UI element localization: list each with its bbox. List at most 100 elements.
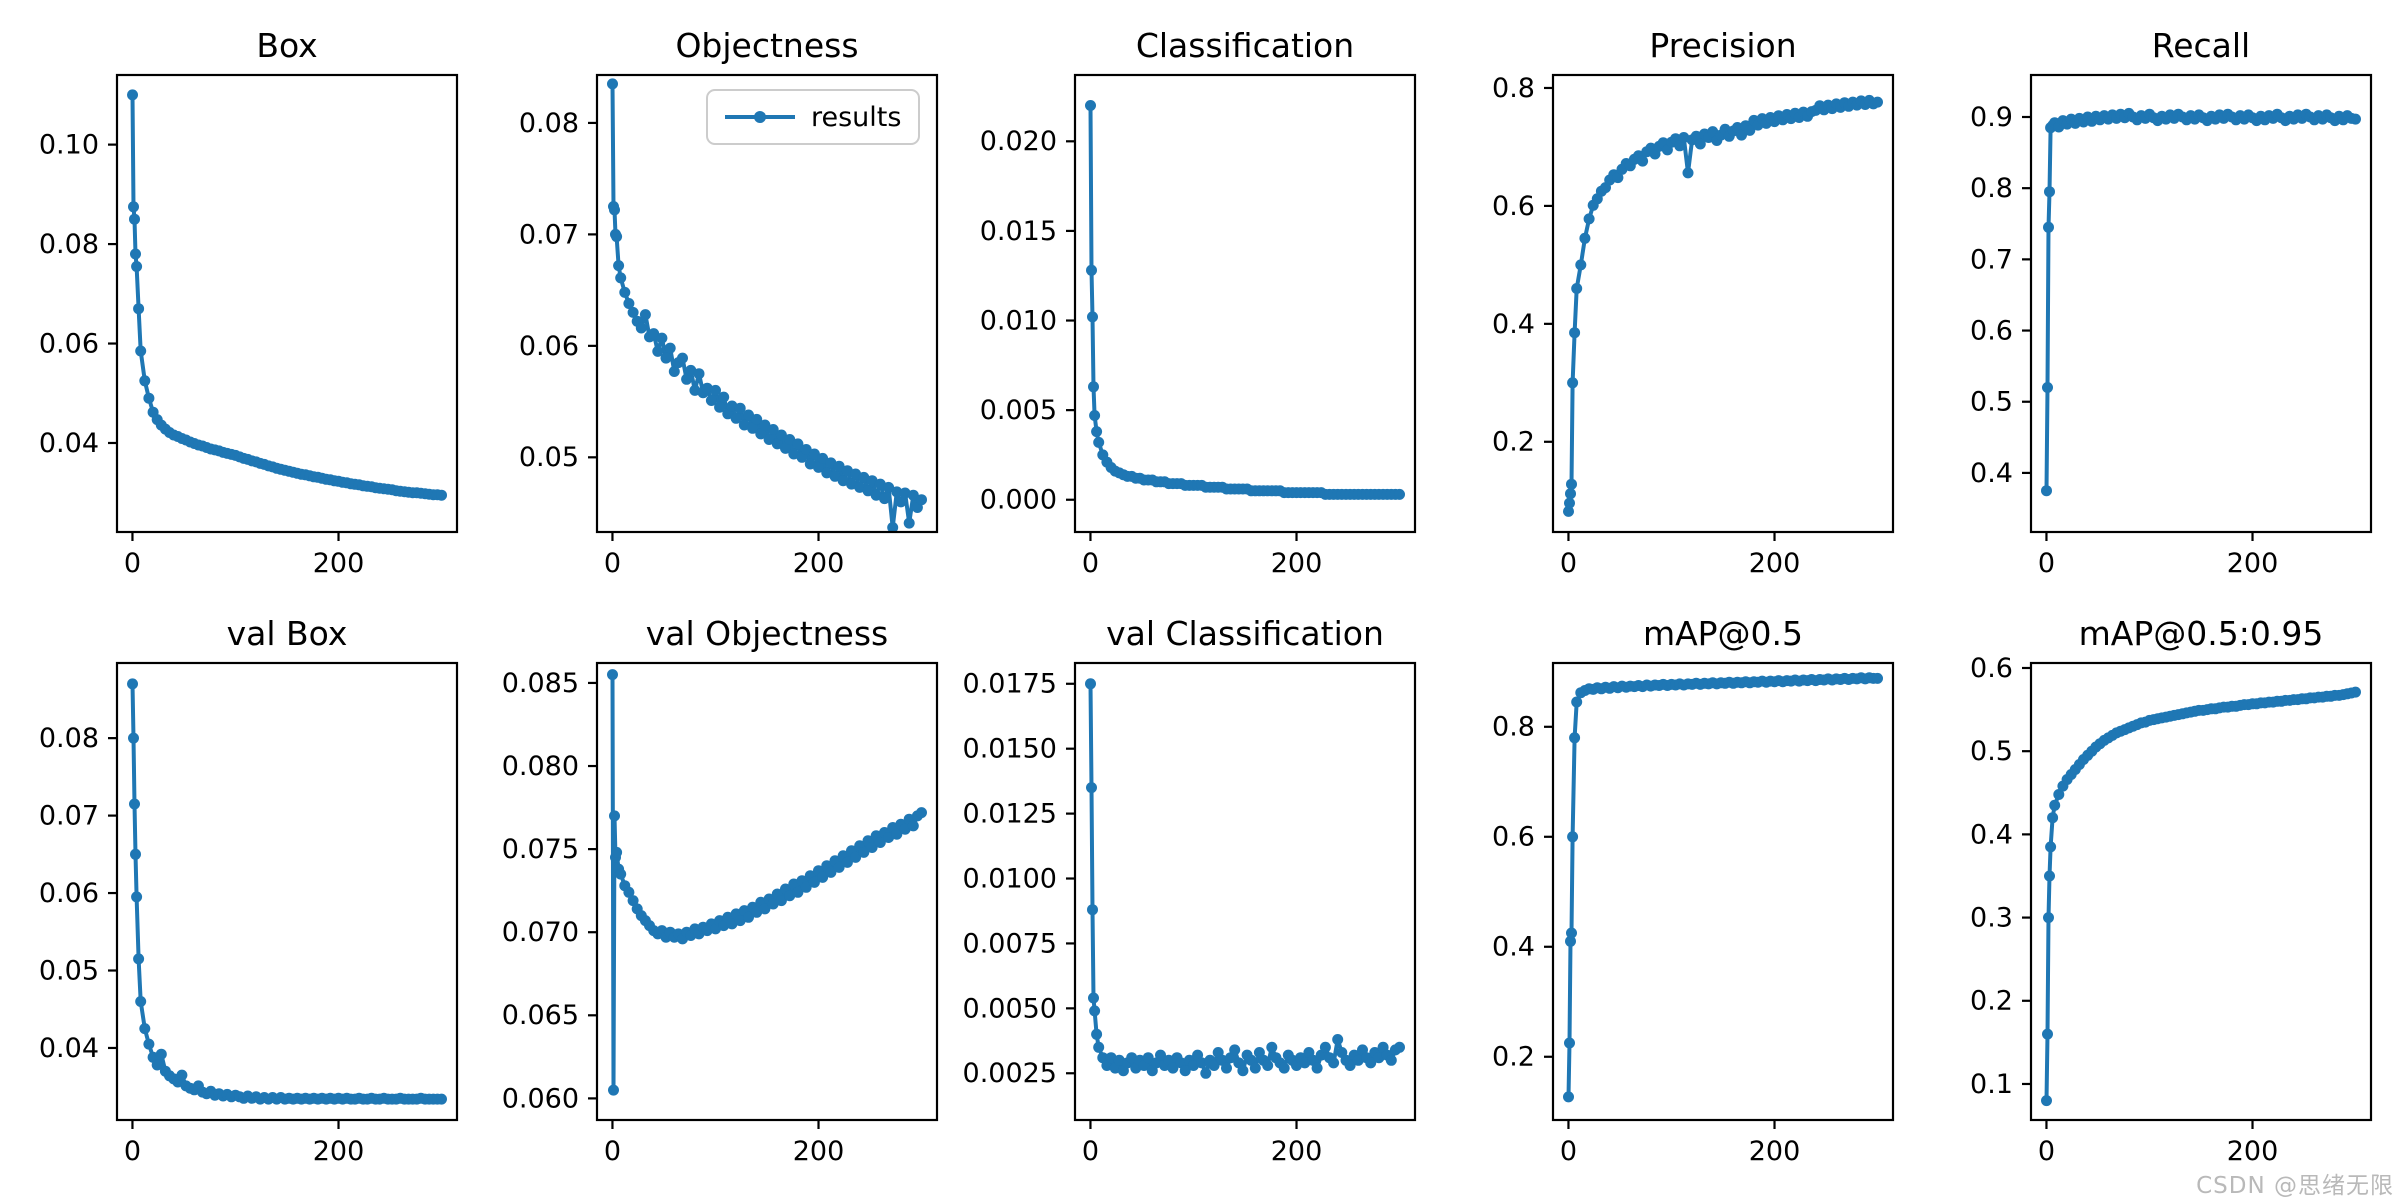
data-point <box>817 871 829 883</box>
data-point <box>2047 812 2059 824</box>
y-tick-label: 0.8 <box>1970 173 2013 204</box>
data-point <box>800 444 812 455</box>
x-tick-label: 200 <box>793 1136 845 1167</box>
data-point <box>858 846 870 858</box>
data-point <box>639 309 651 321</box>
data-point <box>609 810 620 822</box>
data-point <box>780 442 791 454</box>
data-point <box>607 78 618 90</box>
data-point <box>866 842 878 853</box>
axes-frame <box>1073 73 1417 534</box>
y-tick-label: 0.020 <box>980 126 1057 157</box>
y-tick-label: 0.010 <box>980 305 1057 336</box>
data-point <box>623 298 635 309</box>
data-point <box>833 460 845 472</box>
data-point <box>623 886 635 898</box>
data-point <box>1093 436 1105 448</box>
data-point <box>771 438 783 450</box>
data-point <box>656 332 668 344</box>
data-point <box>874 478 886 490</box>
subplot-recall: Recall 0.9 0.8 0.7 0.6 0.5 0.4 0 200 <box>1970 26 2373 579</box>
data-point <box>130 848 141 860</box>
x-tick-label: 0 <box>2038 1136 2055 1167</box>
axes-frame <box>595 73 939 534</box>
data-point <box>1563 505 1574 517</box>
data-point <box>1385 1054 1397 1066</box>
subplot-val-classification: val Classification 0.0175 0.0150 0.0125 0.01… <box>963 614 1417 1167</box>
x-tick-label: 200 <box>1749 1136 1801 1167</box>
data-point <box>660 352 672 364</box>
data-point <box>759 419 771 431</box>
y-tick-label: 0.07 <box>519 219 579 250</box>
data-point <box>800 881 812 893</box>
subplot-title: val Objectness <box>646 614 889 653</box>
data-point <box>747 422 759 434</box>
data-point <box>2044 186 2055 198</box>
data-point <box>858 471 870 483</box>
data-point <box>127 678 138 690</box>
legend-marker <box>754 111 766 123</box>
x-tick-label: 0 <box>1560 1136 1577 1167</box>
data-point <box>693 368 705 380</box>
data-point <box>1373 1052 1385 1064</box>
x-tick-label: 200 <box>2227 548 2279 579</box>
data-point <box>1332 1034 1344 1045</box>
y-tick-label: 0.1 <box>1970 1069 2013 1100</box>
data-point <box>619 286 631 298</box>
y-tick-label: 0.6 <box>1492 191 1535 222</box>
y-tick-label: 0.6 <box>1492 822 1535 853</box>
data-point <box>1221 1062 1232 1074</box>
data-point <box>1564 1037 1575 1049</box>
data-point <box>895 496 907 508</box>
data-point <box>903 517 915 529</box>
y-tick-label: 0.0150 <box>963 734 1057 765</box>
data-point <box>813 461 824 473</box>
y-tick-label: 0.065 <box>502 1000 579 1031</box>
axes-frame <box>115 73 459 534</box>
y-tick-label: 0.08 <box>39 229 99 260</box>
data-point <box>681 373 693 385</box>
data-point <box>1087 311 1098 323</box>
x-tick-label: 200 <box>1271 548 1323 579</box>
data-point <box>710 384 721 396</box>
y-tick-label: 0.6 <box>1970 315 2013 346</box>
axes-frame <box>2029 73 2373 534</box>
y-tick-label: 0.005 <box>980 395 1057 426</box>
results-line <box>1566 675 1880 1099</box>
data-point <box>2042 1028 2053 1040</box>
data-point <box>131 261 143 272</box>
data-point <box>1344 1060 1356 1071</box>
data-point <box>1563 1091 1574 1103</box>
data-point <box>1085 100 1096 111</box>
data-point <box>155 1048 167 1060</box>
x-tick-label: 0 <box>1082 1136 1099 1167</box>
data-point <box>1583 213 1595 225</box>
data-point <box>808 448 820 460</box>
data-point <box>1694 138 1706 150</box>
data-point <box>133 303 145 315</box>
data-point <box>1394 488 1405 500</box>
data-point <box>907 489 919 501</box>
subplot-precision: Precision 0.8 0.6 0.4 0.2 0 200 <box>1492 26 1895 579</box>
data-point <box>143 392 155 404</box>
data-point <box>850 851 862 863</box>
y-tick-label: 0.04 <box>39 428 99 459</box>
data-point <box>1091 426 1103 438</box>
subplot-map-0-5: mAP@0.5 0.8 0.6 0.4 0.2 0 200 <box>1492 614 1895 1167</box>
y-tick-label: 0.0025 <box>963 1058 1057 1089</box>
data-point <box>2053 789 2065 800</box>
data-point <box>2044 870 2055 882</box>
data-point <box>607 669 618 681</box>
data-point <box>775 895 787 907</box>
data-point <box>891 828 903 840</box>
x-tick-label: 200 <box>1271 1136 1323 1167</box>
data-point <box>143 1038 155 1050</box>
data-point <box>883 481 895 493</box>
data-point <box>1571 283 1583 294</box>
y-tick-label: 0.3 <box>1970 902 2013 933</box>
y-tick-label: 0.2 <box>1492 427 1535 458</box>
x-tick-label: 0 <box>2038 548 2055 579</box>
subplot-title: Box <box>256 26 317 65</box>
y-tick-label: 0.085 <box>502 668 579 699</box>
